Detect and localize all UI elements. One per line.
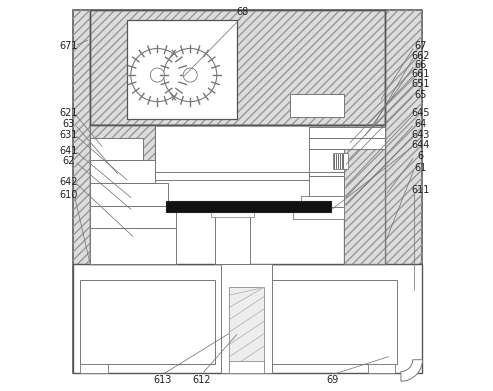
Bar — [80, 364, 107, 373]
Text: 645: 645 — [411, 108, 430, 118]
Text: 64: 64 — [415, 119, 426, 129]
Text: 613: 613 — [153, 375, 172, 385]
Bar — [211, 210, 254, 217]
Text: 66: 66 — [415, 60, 426, 70]
Bar — [90, 160, 155, 183]
Bar — [332, 153, 348, 169]
Text: 62: 62 — [63, 156, 75, 166]
Bar — [72, 10, 423, 373]
Bar — [90, 125, 155, 264]
Bar — [72, 10, 423, 373]
Bar — [166, 201, 331, 212]
Bar — [309, 127, 386, 138]
Bar — [229, 361, 264, 373]
Bar — [72, 264, 423, 373]
Bar — [293, 207, 344, 219]
Text: 642: 642 — [59, 177, 78, 187]
Text: 631: 631 — [60, 129, 78, 140]
Bar — [90, 183, 168, 206]
Text: 641: 641 — [60, 145, 78, 156]
Bar — [215, 212, 250, 264]
Text: 611: 611 — [411, 185, 430, 195]
Bar — [262, 280, 397, 364]
Text: 6: 6 — [418, 151, 423, 161]
Bar — [127, 20, 237, 119]
Bar — [90, 228, 176, 264]
Text: 612: 612 — [192, 375, 211, 385]
Circle shape — [183, 68, 197, 82]
Text: 69: 69 — [326, 375, 339, 385]
Bar — [309, 176, 344, 196]
Circle shape — [164, 48, 217, 102]
Text: 662: 662 — [411, 50, 430, 61]
Wedge shape — [401, 360, 423, 381]
Bar — [80, 280, 215, 364]
Text: 651: 651 — [411, 79, 430, 89]
Text: 661: 661 — [411, 69, 430, 79]
Bar — [90, 138, 143, 160]
Bar — [301, 196, 344, 207]
Text: 643: 643 — [411, 129, 430, 140]
Text: 65: 65 — [414, 90, 426, 100]
Text: 61: 61 — [415, 163, 426, 173]
Bar — [344, 125, 386, 264]
Circle shape — [131, 48, 184, 102]
Bar — [90, 10, 386, 125]
Bar — [90, 125, 155, 264]
Bar — [309, 149, 344, 176]
Text: 63: 63 — [63, 119, 75, 129]
Bar — [309, 138, 386, 149]
Bar — [229, 287, 264, 369]
Text: 67: 67 — [414, 41, 426, 51]
Bar — [90, 125, 155, 264]
Bar — [344, 125, 386, 264]
Bar — [344, 125, 386, 264]
Bar — [90, 10, 386, 125]
Text: 644: 644 — [411, 140, 430, 150]
Text: 621: 621 — [59, 108, 78, 118]
Text: 68: 68 — [237, 7, 248, 17]
Text: 610: 610 — [60, 190, 78, 201]
Bar — [368, 364, 395, 373]
Bar — [90, 206, 176, 228]
Bar — [221, 264, 272, 373]
Text: 671: 671 — [59, 41, 78, 51]
Circle shape — [150, 68, 164, 82]
Bar — [90, 125, 386, 264]
Bar — [289, 94, 344, 117]
Bar — [90, 10, 386, 125]
